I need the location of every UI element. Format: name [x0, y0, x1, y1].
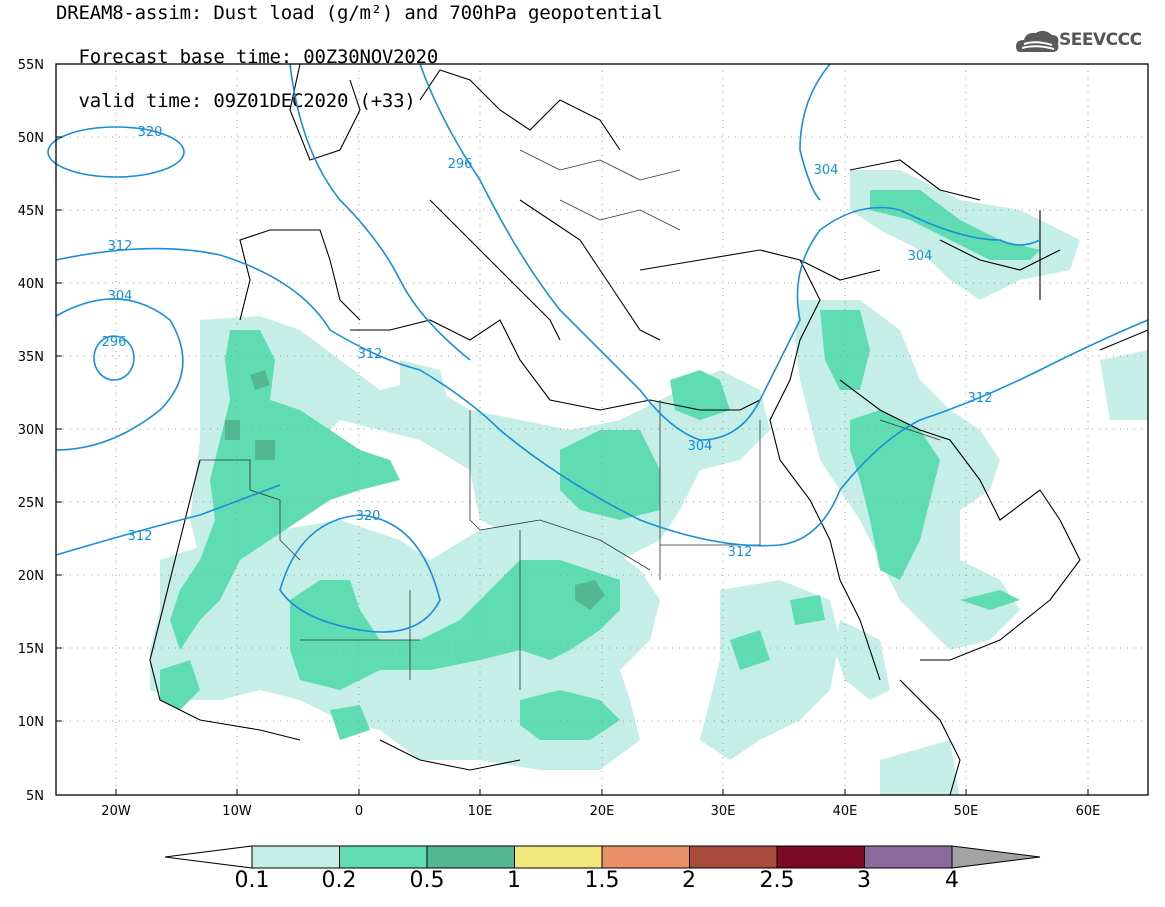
- lon-label: 50E: [954, 804, 979, 819]
- lat-label: 40N: [18, 277, 44, 292]
- graticule: [56, 64, 1148, 795]
- lat-label: 35N: [18, 350, 44, 365]
- lat-label: 50N: [18, 131, 44, 146]
- contour-label: 320: [138, 125, 163, 140]
- lat-label: 45N: [18, 204, 44, 219]
- latitude-labels: 55N 50N 45N 40N 35N 30N 25N 20N 15N 10N …: [18, 58, 44, 804]
- colorbar-swatch: [864, 845, 953, 869]
- contour-label: 296: [102, 335, 127, 350]
- contour-label: 312: [968, 391, 993, 406]
- colorbar-label: 0.1: [234, 868, 270, 893]
- contour-label: 304: [814, 163, 839, 178]
- colorbar-label: 2: [682, 868, 696, 893]
- colorbar-high-arrow: [951, 845, 1041, 869]
- lon-label: 10W: [222, 804, 252, 819]
- colorbar-swatch: [251, 845, 340, 869]
- contour-label: 320: [356, 509, 381, 524]
- lon-label: 60E: [1076, 804, 1101, 819]
- colorbar-label: 2.5: [759, 868, 795, 893]
- colorbar-label: 4: [945, 868, 959, 893]
- contour-labels: 320 296 312 304 296 312 304 312 304 312 …: [102, 125, 993, 560]
- contour-label: 312: [728, 545, 753, 560]
- contour-label: 304: [108, 289, 133, 304]
- colorbar-low-arrow: [164, 845, 253, 869]
- colorbar-label: 1: [507, 868, 521, 893]
- contour-label: 304: [688, 439, 713, 454]
- lon-label: 20W: [101, 804, 131, 819]
- lon-label: 20E: [590, 804, 615, 819]
- lat-label: 10N: [18, 715, 44, 730]
- colorbar-swatch: [689, 845, 778, 869]
- map-title: DREAM8-assim: Dust load (g/m²) and 700hP…: [56, 2, 663, 24]
- geopotential-contours: [47, 63, 1149, 633]
- lon-label: 40E: [833, 804, 858, 819]
- lon-label: 0: [355, 804, 363, 819]
- lat-label: 20N: [18, 569, 44, 584]
- lon-label: 10E: [468, 804, 493, 819]
- valid-time: valid time: 09Z01DEC2020 (+33): [78, 90, 416, 112]
- seevccc-cloud-logo-icon: [1016, 30, 1059, 52]
- colorbar-label: 0.5: [409, 868, 445, 893]
- lat-label: 5N: [26, 789, 44, 804]
- lat-label: 25N: [18, 496, 44, 511]
- colorbar-label: 3: [857, 868, 871, 893]
- colorbar-swatch: [514, 845, 603, 869]
- lat-label: 15N: [18, 642, 44, 657]
- contour-label: 312: [128, 529, 153, 544]
- dust-level-0.2-area: [160, 190, 1040, 740]
- country-borders: [200, 149, 941, 690]
- colorbar: [164, 845, 1041, 869]
- colorbar-swatch: [776, 845, 865, 869]
- contour-label: 312: [358, 347, 383, 362]
- colorbar-swatch: [601, 845, 690, 869]
- longitude-labels: 20W 10W 0 10E 20E 30E 40E 50E 60E: [101, 804, 1100, 819]
- base-time: Forecast base time: 00Z30NOV2020: [78, 46, 439, 68]
- contour-label: 312: [108, 239, 133, 254]
- coastlines: [149, 64, 1148, 795]
- lat-label: 55N: [18, 58, 44, 73]
- lat-label: 30N: [18, 423, 44, 438]
- contour-label: 296: [448, 157, 473, 172]
- colorbar-swatch: [426, 845, 515, 869]
- colorbar-label: 0.2: [321, 868, 357, 893]
- colorbar-label: 1.5: [584, 868, 620, 893]
- lon-label: 30E: [711, 804, 736, 819]
- logo-text: SEEVCCC: [1059, 30, 1142, 50]
- tick-marks: [56, 136, 1089, 795]
- colorbar-swatch: [339, 845, 428, 869]
- map-subtitle: Forecast base time: 00Z30NOV2020 valid t…: [56, 24, 438, 112]
- dust-level-0.5-area: [225, 370, 605, 610]
- contour-label: 304: [908, 249, 933, 264]
